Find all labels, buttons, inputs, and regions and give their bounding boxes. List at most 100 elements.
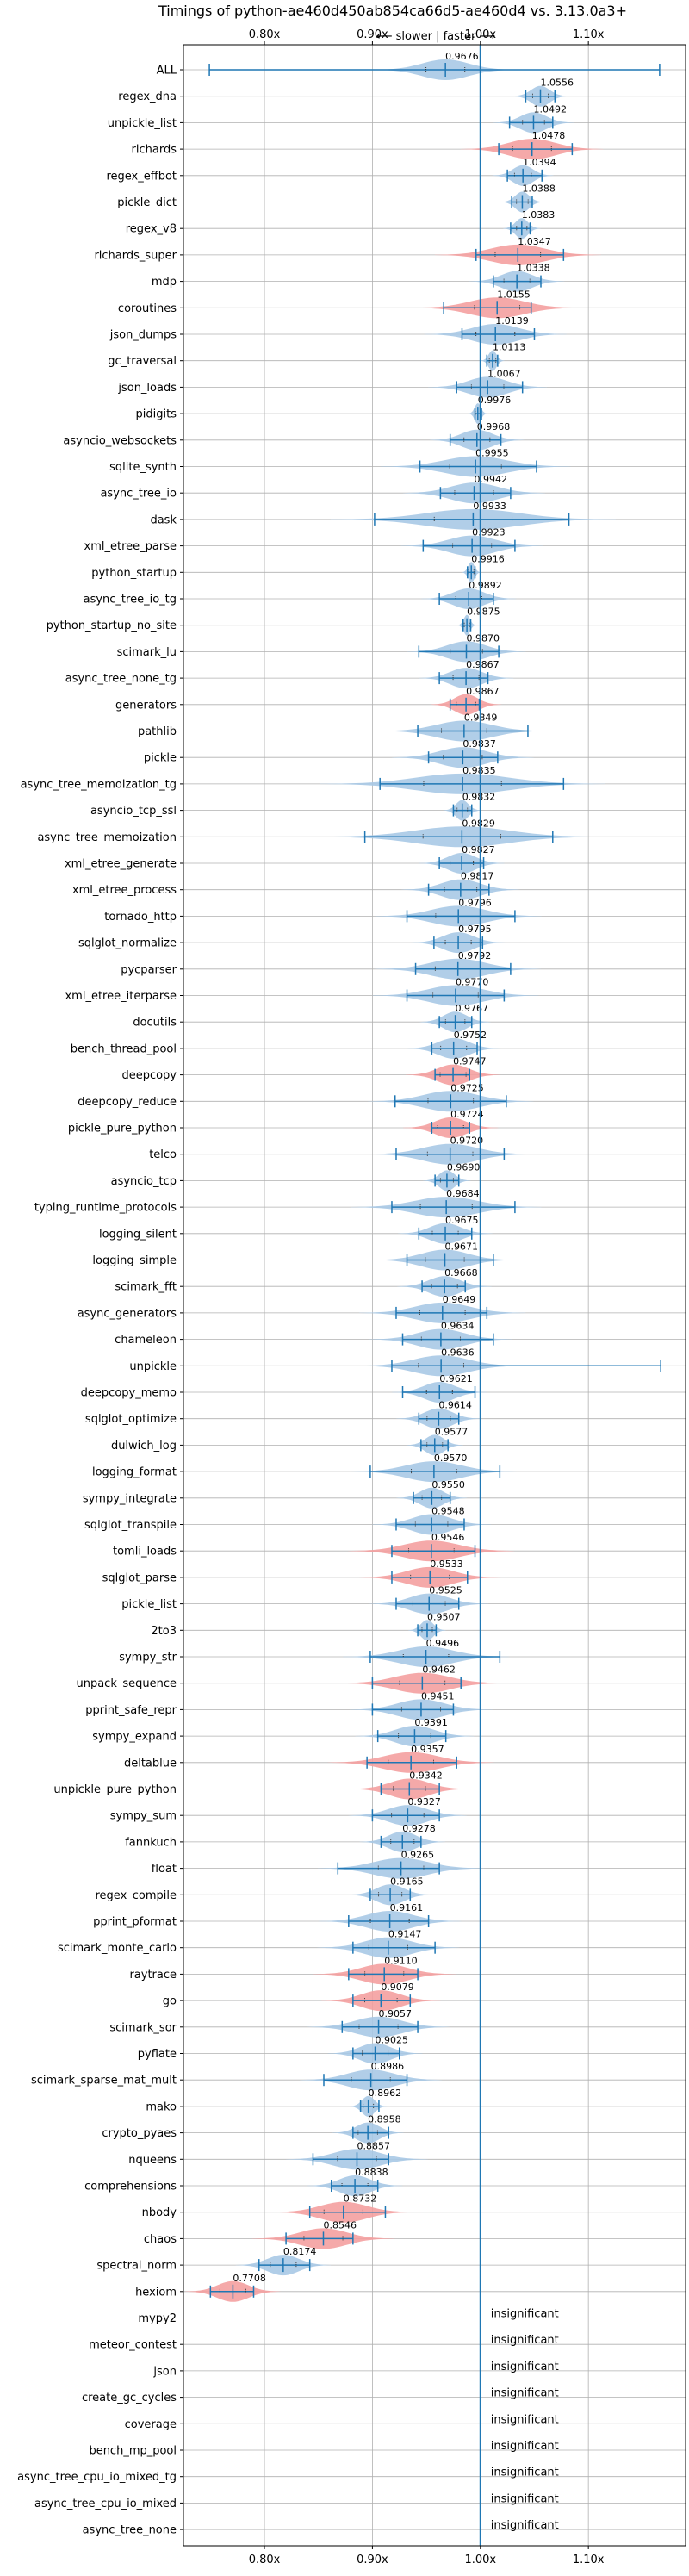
benchmark-row: pycparser 0.9792: [121, 950, 542, 980]
benchmark-label: go: [163, 1995, 177, 2008]
benchmark-label: logging_simple: [92, 1254, 177, 1267]
value-label: 0.9933: [473, 501, 506, 512]
value-label: 0.9892: [469, 580, 502, 591]
benchmark-row: deepcopy_reduce 0.9725: [78, 1082, 534, 1112]
value-label: 0.9875: [467, 607, 500, 618]
benchmark-row: spectral_norm 0.8174: [96, 2246, 331, 2276]
benchmark-row: nbody 0.8732: [142, 2193, 415, 2223]
value-label: 0.9621: [439, 1373, 473, 1384]
value-label: 0.7708: [233, 2273, 266, 2284]
benchmark-label: unpickle_list: [108, 117, 177, 130]
benchmark-label: logging_silent: [99, 1228, 177, 1241]
value-label: 1.0113: [493, 342, 526, 353]
benchmark-row: bench_mp_pool insignificant: [89, 2440, 558, 2458]
benchmark-row: pathlib0.9849: [138, 712, 548, 742]
insignificant-label: insignificant: [491, 2361, 559, 2374]
benchmark-label: async_tree_cpu_io_mixed: [34, 2498, 177, 2511]
value-label: 0.9525: [429, 1585, 462, 1596]
x-tick-label-top: 0.90x: [357, 28, 388, 41]
benchmark-row: tornado_http 0.9796: [104, 897, 542, 927]
value-label: 0.9725: [450, 1082, 484, 1093]
benchmark-label: meteor_contest: [89, 2339, 177, 2352]
benchmark-label: sqlite_synth: [109, 461, 177, 474]
benchmark-label: deepcopy_memo: [81, 1387, 177, 1400]
benchmark-label: chaos: [144, 2233, 177, 2246]
value-label: 1.0394: [523, 157, 556, 168]
benchmark-row: async_tree_memoization 0.9829: [37, 818, 605, 848]
benchmark-row: deltablue 0.9357: [124, 1744, 494, 1773]
benchmark-row: chaos 0.8546: [144, 2219, 395, 2249]
insignificant-label: insignificant: [491, 2334, 559, 2347]
benchmark-label: regex_v8: [126, 223, 177, 236]
benchmark-row: async_tree_cpu_io_mixed insignificant: [34, 2492, 559, 2511]
benchmark-label: hexiom: [135, 2286, 177, 2299]
benchmark-row: regex_effbot 1.0394: [106, 157, 556, 186]
benchmark-label: bench_thread_pool: [71, 1042, 177, 1055]
value-label: 0.8857: [357, 2140, 390, 2151]
benchmark-label: regex_dna: [118, 90, 177, 103]
benchmark-label: asyncio_tcp_ssl: [90, 805, 177, 818]
benchmark-label: scimark_sparse_mat_mult: [31, 2075, 177, 2088]
benchmark-label: scimark_sor: [109, 2021, 177, 2034]
value-label: 1.0388: [522, 184, 556, 195]
benchmark-row: xml_etree_parse 0.9923: [84, 527, 543, 557]
value-label: 0.9724: [450, 1109, 484, 1120]
benchmark-label: pathlib: [138, 725, 177, 738]
benchmark-row: asyncio_tcp_ssl 0.9832: [90, 792, 495, 821]
benchmark-row: docutils 0.9767: [133, 1003, 491, 1033]
benchmark-label: sqlglot_transpile: [84, 1519, 177, 1532]
value-label: 0.9976: [478, 395, 512, 406]
benchmark-row: xml_etree_process 0.9817: [72, 871, 520, 900]
benchmark-row: async_tree_memoization_tg 0.9835: [21, 765, 605, 794]
value-label: 0.9684: [446, 1188, 480, 1199]
benchmark-row: raytrace 0.9110: [129, 1955, 456, 1985]
benchmark-row: logging_simple 0.9671: [92, 1241, 517, 1271]
benchmark-label: nqueens: [128, 2154, 177, 2167]
benchmark-row: async_tree_io_tg 0.9892: [84, 580, 517, 609]
benchmark-row: sympy_sum 0.9327: [110, 1796, 468, 1826]
benchmark-row: sympy_integrate 0.9550: [83, 1479, 468, 1509]
benchmark-label: deepcopy: [121, 1069, 177, 1082]
direction-label: ⟵ slower | faster ⟶: [376, 30, 495, 43]
benchmark-label: logging_format: [92, 1466, 177, 1479]
benchmark-row: async_tree_none insignificant: [83, 2519, 559, 2537]
benchmark-row: mako 0.8962: [146, 2088, 401, 2117]
value-label: 0.9955: [475, 448, 509, 459]
value-label: 0.9870: [466, 632, 500, 644]
benchmark-label: create_gc_cycles: [82, 2392, 177, 2405]
benchmark-label: pidigits: [136, 408, 177, 421]
value-label: 0.9817: [461, 871, 494, 882]
benchmark-row: nqueens 0.8857: [128, 2140, 429, 2170]
plot-frame: [183, 44, 686, 2547]
insignificant-label: insignificant: [491, 2492, 559, 2505]
benchmark-row: sqlglot_normalize 0.9795: [78, 924, 506, 954]
benchmark-label: sympy_sum: [110, 1810, 177, 1823]
x-tick-label-bottom: 1.00x: [464, 2554, 496, 2567]
benchmark-label: comprehensions: [84, 2181, 177, 2193]
value-label: 0.9079: [381, 1982, 414, 1993]
value-label: 0.9533: [430, 1559, 463, 1570]
benchmark-row: bench_thread_pool 0.9752: [71, 1030, 501, 1059]
benchmark-row: python_startup 0.9916: [91, 553, 505, 583]
x-tick-label-top: 1.10x: [573, 28, 605, 41]
value-label: 1.0556: [540, 78, 574, 89]
value-label: 0.9161: [390, 1902, 424, 1913]
value-label: 1.0067: [487, 368, 521, 379]
benchmark-label: xml_etree_generate: [65, 858, 177, 871]
benchmark-row: xml_etree_iterparse 0.9770: [65, 977, 539, 1006]
benchmark-label: regex_effbot: [106, 170, 177, 183]
benchmark-row: pickle_list 0.9525: [121, 1585, 489, 1615]
value-label: 0.8962: [369, 2088, 402, 2099]
benchmark-label: bench_mp_pool: [89, 2445, 177, 2458]
benchmark-row: deepcopy 0.9747: [121, 1056, 501, 1086]
value-label: 0.9675: [445, 1215, 479, 1226]
benchmark-row: xml_etree_generate 0.9827: [65, 844, 505, 874]
grid-layer: [183, 45, 686, 2546]
benchmark-label: ALL: [157, 65, 177, 78]
benchmark-row: sqlite_synth 0.9955: [109, 448, 571, 477]
benchmark-label: scimark_monte_carlo: [58, 1942, 177, 1955]
value-label: 0.9327: [407, 1796, 441, 1808]
benchmark-row: telco 0.9720: [149, 1136, 534, 1165]
value-label: 0.9796: [458, 897, 492, 908]
benchmark-row: richards_super 1.0347: [94, 236, 601, 265]
